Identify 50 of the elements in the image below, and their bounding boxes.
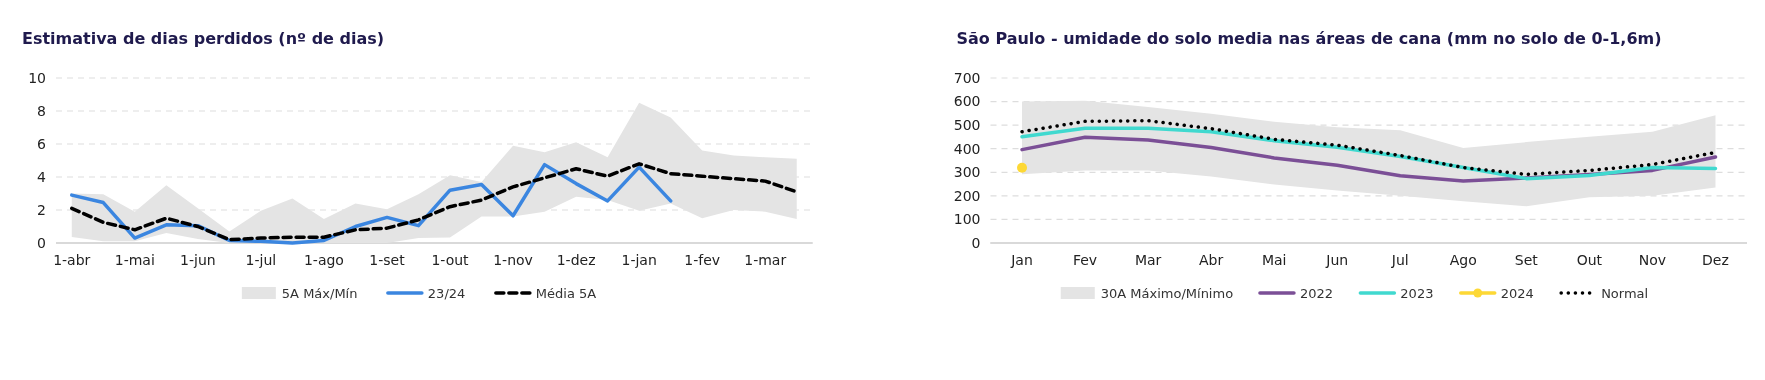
y-tick-label: 6 (37, 135, 47, 152)
x-tick-label: Jul (1390, 252, 1409, 268)
chart-title: Estimativa de dias perdidos (nº de dias) (22, 29, 385, 48)
x-tick-label: 1-jun (180, 252, 216, 268)
x-tick-label: Jun (1325, 252, 1349, 268)
y-tick-label: 0 (971, 234, 981, 251)
legend-label: Normal (1601, 285, 1649, 301)
y-tick-label: 500 (953, 117, 981, 134)
x-tick-label: Set (1514, 252, 1539, 268)
legend-label: 5A Máx/Mín (281, 285, 358, 301)
x-tick-label: Abr (1199, 252, 1224, 268)
x-tick-label: Out (1576, 252, 1603, 268)
y-tick-label: 700 (953, 69, 981, 86)
x-tick-label: 1-nov (493, 252, 533, 268)
legend-label: Média 5A (535, 285, 597, 301)
legend-label: 2023 (1400, 285, 1434, 301)
legend-label: 2022 (1299, 285, 1334, 301)
x-tick-label: Mai (1261, 252, 1287, 268)
y-tick-label: 8 (37, 102, 46, 119)
legend-label: 30A Máximo/Mínimo (1100, 285, 1234, 301)
x-tick-label: Jan (1010, 252, 1033, 268)
x-tick-label: 1-mar (744, 252, 787, 268)
legend-label: 2024 (1500, 285, 1534, 301)
y-tick-label: 100 (953, 211, 981, 228)
x-tick-label: 1-jan (621, 252, 657, 268)
chart-title: São Paulo - umidade do solo media nas áreas de cana (mm no solo de 0-1,6m) (956, 29, 1662, 48)
x-tick-label: 1-fev (684, 252, 721, 268)
x-tick-label: Fev (1072, 252, 1098, 268)
x-tick-label: Ago (1449, 252, 1477, 268)
x-tick-label: Mar (1134, 252, 1162, 268)
x-tick-label: 1-out (431, 252, 470, 268)
y-tick-label: 2 (37, 201, 46, 218)
x-tick-label: Nov (1638, 252, 1667, 268)
x-tick-label: 1-ago (303, 252, 344, 268)
y-tick-label: 200 (953, 187, 981, 204)
line-series (1020, 126, 1718, 181)
y-tick-label: 300 (953, 164, 981, 181)
y-tick-label: 0 (37, 234, 46, 251)
x-tick-label: 1-dez (556, 252, 596, 268)
y-tick-label: 4 (37, 168, 47, 185)
legend-label: 23/24 (427, 285, 466, 301)
x-tick-label: 1-set (369, 252, 406, 268)
y-tick-label: 400 (953, 140, 981, 157)
x-tick-label: 1-abr (53, 252, 91, 268)
x-tick-label: 1-jul (245, 252, 277, 268)
x-tick-label: 1-mai (114, 252, 155, 268)
y-tick-label: 10 (28, 69, 46, 86)
y-tick-label: 600 (953, 93, 981, 110)
line-series (70, 162, 799, 242)
x-tick-label: Dez (1702, 252, 1729, 268)
